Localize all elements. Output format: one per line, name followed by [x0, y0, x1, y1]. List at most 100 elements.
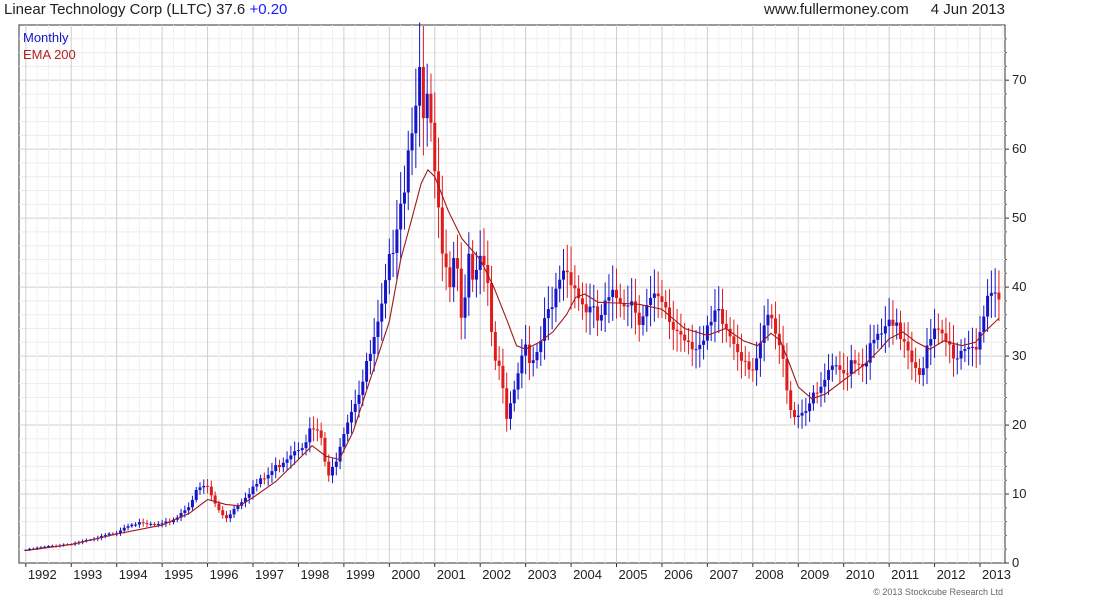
candle-up: [149, 523, 153, 525]
candle-up: [270, 471, 274, 475]
candle-down: [944, 333, 948, 342]
chart-title: Linear Technology Corp (LLTC) 37.6 +0.20: [4, 1, 287, 18]
x-tick-label: 2003: [528, 567, 557, 582]
candlesticks: [24, 22, 1001, 551]
candle-down: [421, 67, 425, 119]
legend-ema: EMA 200: [23, 47, 76, 62]
x-tick-label: 2012: [937, 567, 966, 582]
candle-down: [671, 321, 675, 330]
candle-up: [361, 381, 365, 395]
candle-down: [471, 253, 475, 280]
candle-down: [440, 207, 444, 254]
candle-up: [959, 350, 963, 359]
candle-down: [743, 360, 747, 362]
x-tick-label: 1994: [119, 567, 148, 582]
x-tick-label: 2009: [800, 567, 829, 582]
candle-down: [781, 345, 785, 359]
candle-up: [376, 321, 380, 338]
candle-down: [747, 361, 751, 370]
chart-source-info: www.fullermoney.com 4 Jun 2013: [764, 1, 1005, 18]
candle-up: [164, 521, 168, 524]
candle-down: [690, 341, 694, 350]
candle-down: [637, 312, 641, 326]
candle-down: [785, 358, 789, 391]
candle-down: [952, 344, 956, 359]
candle-up: [592, 306, 596, 308]
candle-up: [463, 297, 467, 318]
candle-down: [751, 369, 755, 371]
candle-down: [429, 93, 433, 123]
candle-down: [327, 461, 331, 476]
candle-up: [800, 412, 804, 416]
candle-down: [736, 343, 740, 353]
candle-up: [194, 489, 198, 500]
candle-up: [357, 394, 361, 404]
candle-up: [626, 305, 630, 307]
candle-up: [887, 319, 891, 327]
y-tick-label: 70: [1012, 72, 1026, 87]
candle-down: [842, 369, 846, 374]
candle-up: [334, 461, 338, 467]
candle-up: [709, 321, 713, 326]
x-tick-label: 2000: [391, 567, 420, 582]
candle-down: [857, 363, 861, 365]
candle-down: [906, 341, 910, 351]
candle-down: [217, 503, 221, 511]
candle-up: [872, 339, 876, 344]
candle-down: [668, 307, 672, 322]
candle-down: [505, 388, 509, 419]
candle-down: [902, 339, 906, 342]
candle-up: [391, 252, 395, 255]
candle-up: [368, 353, 372, 361]
candle-up: [864, 362, 868, 367]
candle-up: [539, 340, 543, 353]
candle-down: [323, 437, 327, 462]
x-tick-label: 2010: [846, 567, 875, 582]
candle-down: [490, 283, 494, 332]
candle-up: [474, 269, 478, 280]
candle-up: [365, 360, 369, 382]
candle-up: [645, 304, 649, 317]
candle-down: [936, 328, 940, 330]
candle-up: [402, 192, 406, 204]
candle-up: [599, 314, 603, 321]
candle-up: [550, 307, 554, 310]
candle-down: [660, 296, 664, 303]
candle-up: [516, 373, 520, 390]
candle-up: [834, 365, 838, 367]
candle-down: [656, 293, 660, 297]
candle-up: [35, 547, 39, 549]
candle-down: [724, 323, 728, 329]
candle-up: [183, 510, 187, 513]
candle-down: [482, 255, 486, 265]
x-axis: 1992 1993 1994 1995 1996 1997 1998 1999 2000 2001…: [25, 563, 1011, 582]
y-tick-label: 50: [1012, 210, 1026, 225]
candle-up: [531, 360, 535, 364]
candle-down: [891, 319, 895, 326]
candle-up: [512, 389, 516, 404]
grid-lines: [19, 25, 1005, 563]
candle-down: [615, 289, 619, 299]
candle-up: [372, 337, 376, 354]
candle-up: [986, 295, 990, 317]
candle-down: [111, 533, 115, 535]
x-tick-label: 2006: [664, 567, 693, 582]
candle-up: [982, 316, 986, 333]
candle-down: [501, 365, 505, 389]
candle-up: [353, 403, 357, 412]
candle-up: [546, 309, 550, 319]
candle-up: [603, 300, 607, 315]
candle-up: [933, 328, 937, 340]
candle-up: [118, 530, 122, 534]
candle-up: [187, 507, 191, 511]
candle-down: [774, 318, 778, 334]
candle-up: [717, 309, 721, 311]
candle-up: [868, 343, 872, 363]
candle-up: [43, 546, 47, 548]
candle-down: [596, 306, 600, 321]
candle-down: [497, 360, 501, 366]
candle-down: [686, 340, 690, 342]
candle-down: [683, 334, 687, 341]
candle-down: [618, 298, 622, 304]
candle-down: [580, 298, 584, 305]
